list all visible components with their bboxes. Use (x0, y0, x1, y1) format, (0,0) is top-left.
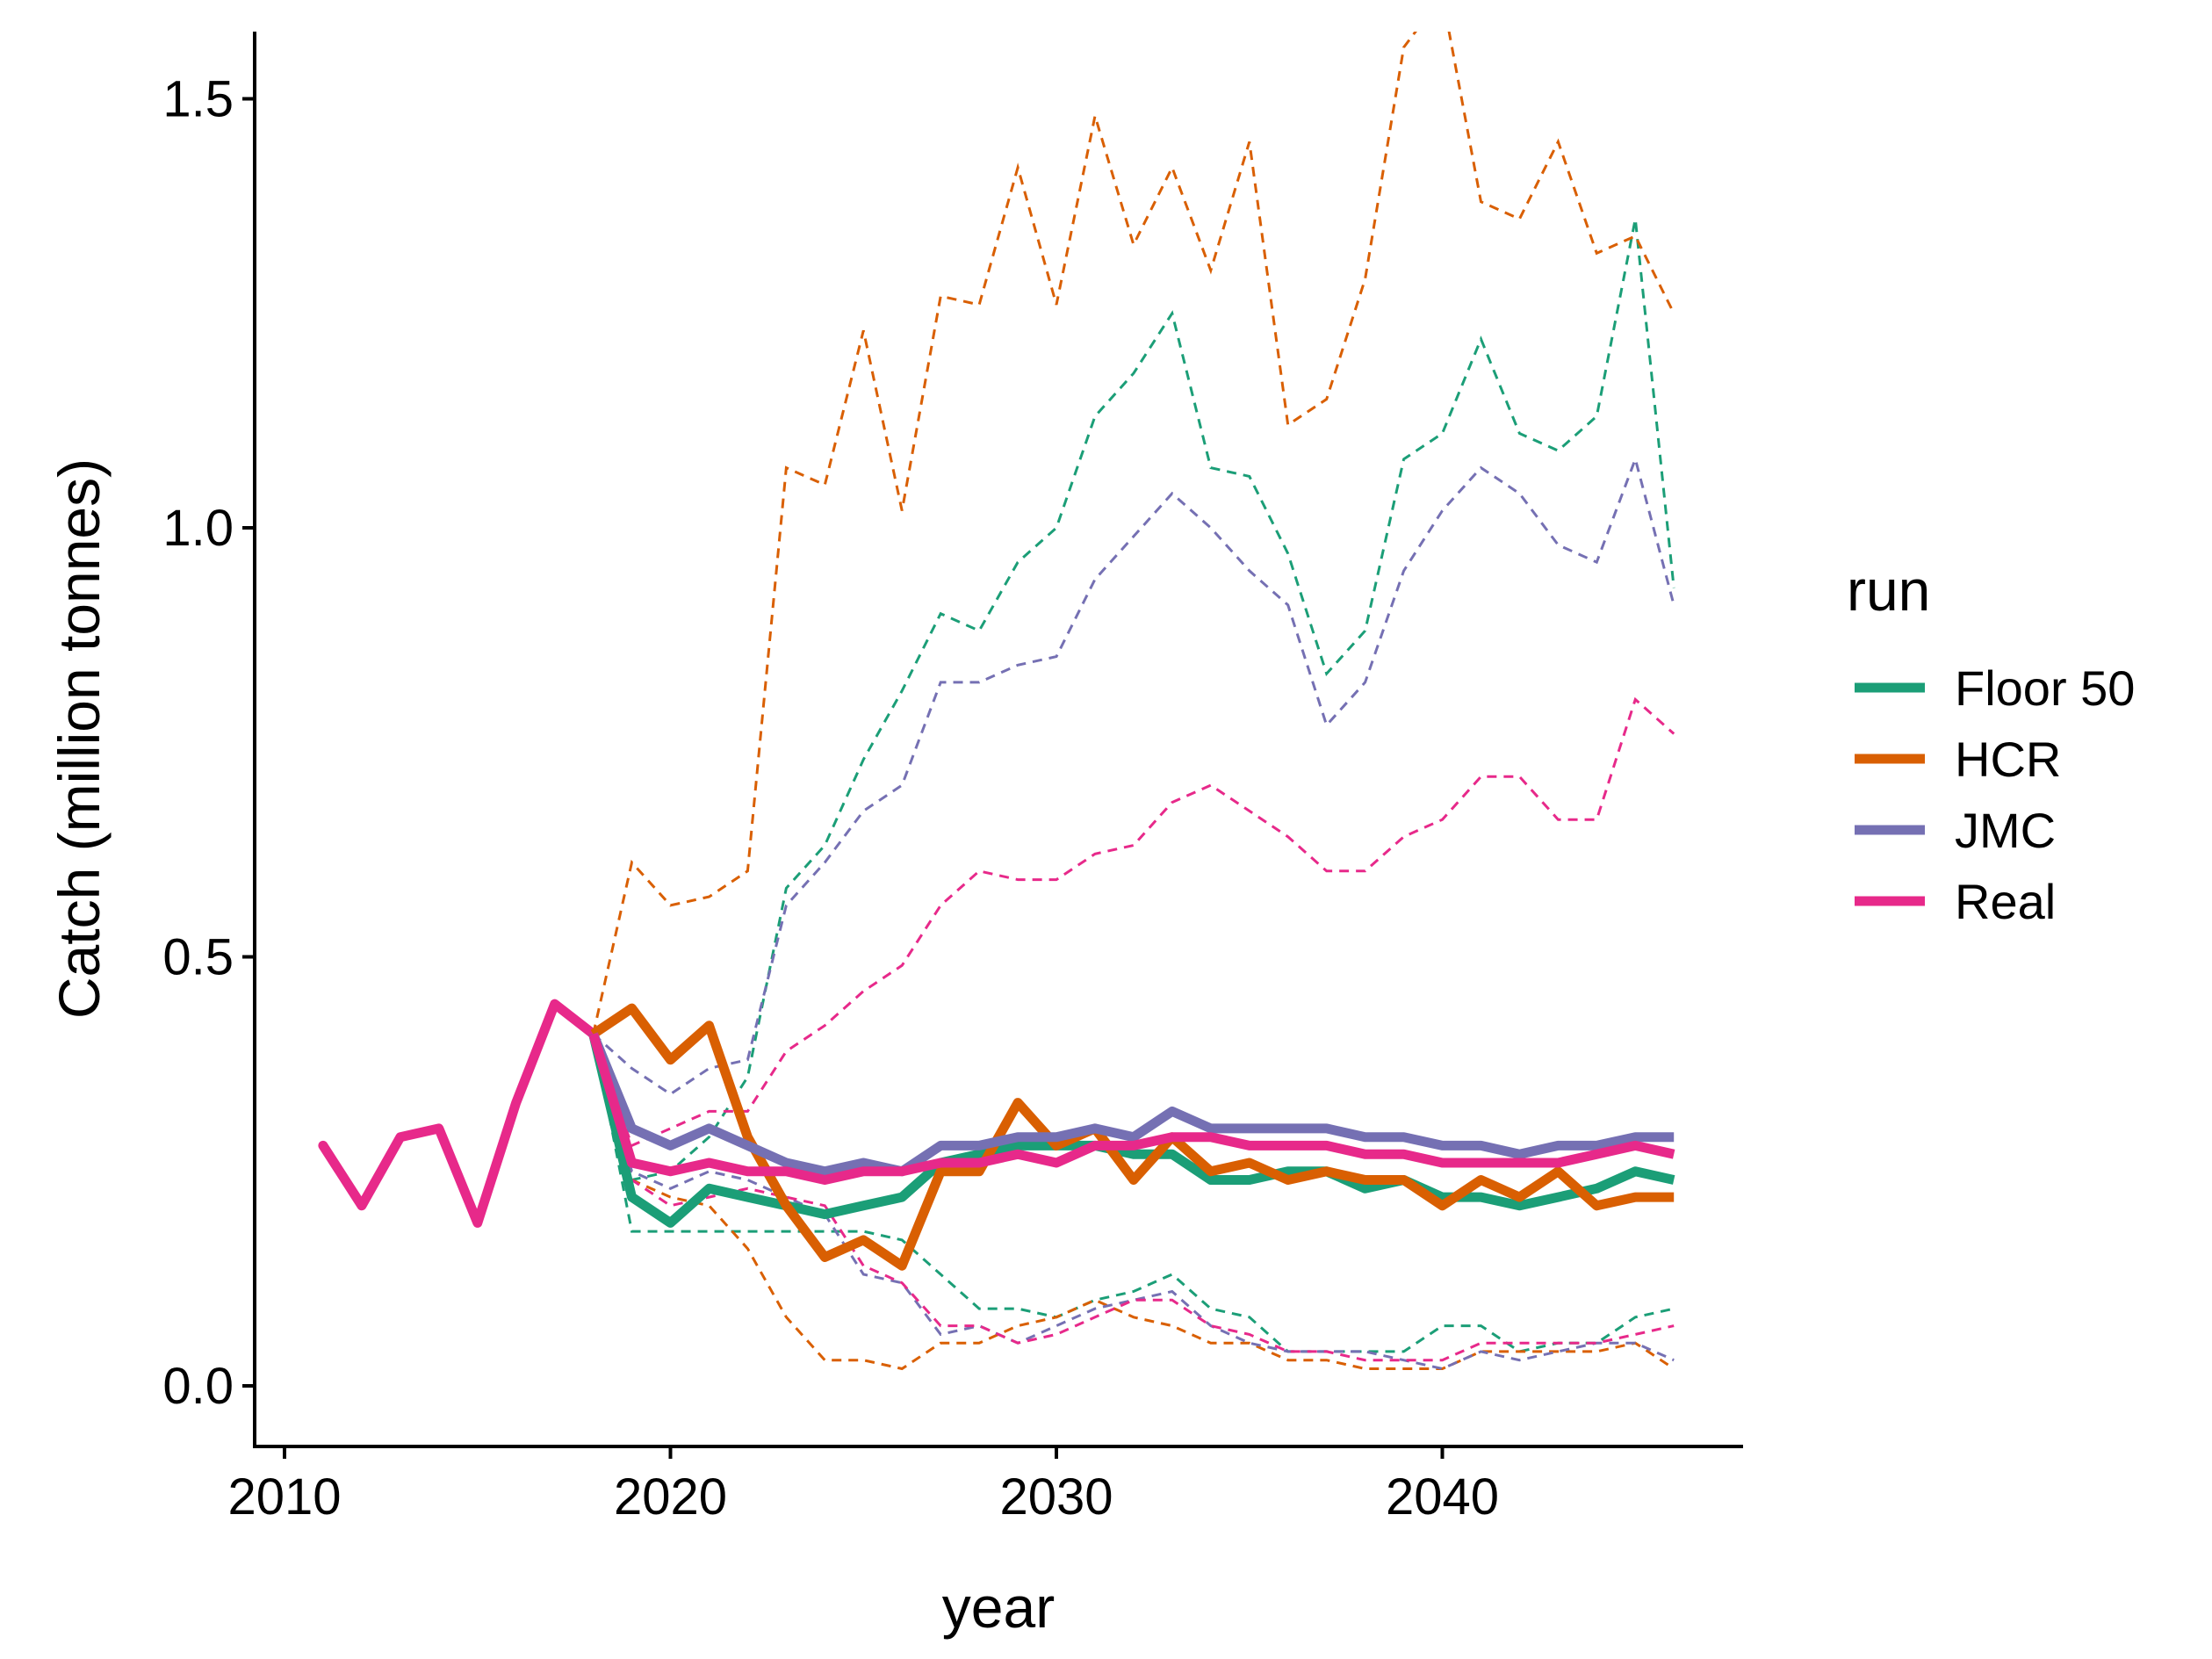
y-tick-label: 0.0 (162, 1358, 234, 1415)
y-ticks: 0.0 0.5 1.0 1.5 (162, 71, 255, 1415)
axes: 2010 2020 2030 2040 0.0 0.5 1.0 1.5 (162, 32, 1743, 1526)
plot-area (318, 32, 1675, 1371)
y-axis-title: Catch (million tonnes) (47, 458, 112, 1019)
legend-label-floor-50: Floor 50 (1955, 660, 2135, 716)
hcr-upper-dashed-line (592, 32, 1675, 1035)
legend: run Floor 50 HCR JMC Real (1847, 558, 2135, 929)
floor-50-median-line (588, 1033, 1675, 1228)
x-tick-label: 2040 (1386, 1468, 1499, 1526)
legend-label-real: Real (1955, 874, 2056, 929)
real-median-line (588, 1032, 1675, 1185)
historical-catch-line (318, 999, 599, 1228)
hcr-median-line (590, 1003, 1675, 1271)
x-tick-label: 2030 (999, 1468, 1113, 1526)
x-ticks: 2010 2020 2030 2040 (227, 1446, 1499, 1526)
legend-label-hcr: HCR (1955, 732, 2061, 787)
x-tick-label: 2020 (614, 1468, 727, 1526)
real-lower-dashed-line (592, 1034, 1675, 1362)
y-tick-label: 0.5 (162, 929, 234, 986)
floor-50-upper-dashed-line (592, 219, 1675, 1182)
legend-title: run (1847, 558, 1930, 623)
x-tick-label: 2010 (227, 1468, 341, 1526)
hcr-lower-dashed-line (592, 1034, 1675, 1371)
legend-label-jmc: JMC (1955, 803, 2056, 858)
y-tick-label: 1.0 (162, 500, 234, 557)
x-axis-title: year (942, 1575, 1055, 1640)
y-tick-label: 1.5 (162, 71, 234, 128)
real-upper-dashed-line (592, 696, 1675, 1148)
jmc-median-line (588, 1032, 1675, 1177)
jmc-upper-dashed-line (592, 454, 1675, 1096)
floor-50-lower-dashed-line (592, 1034, 1675, 1353)
